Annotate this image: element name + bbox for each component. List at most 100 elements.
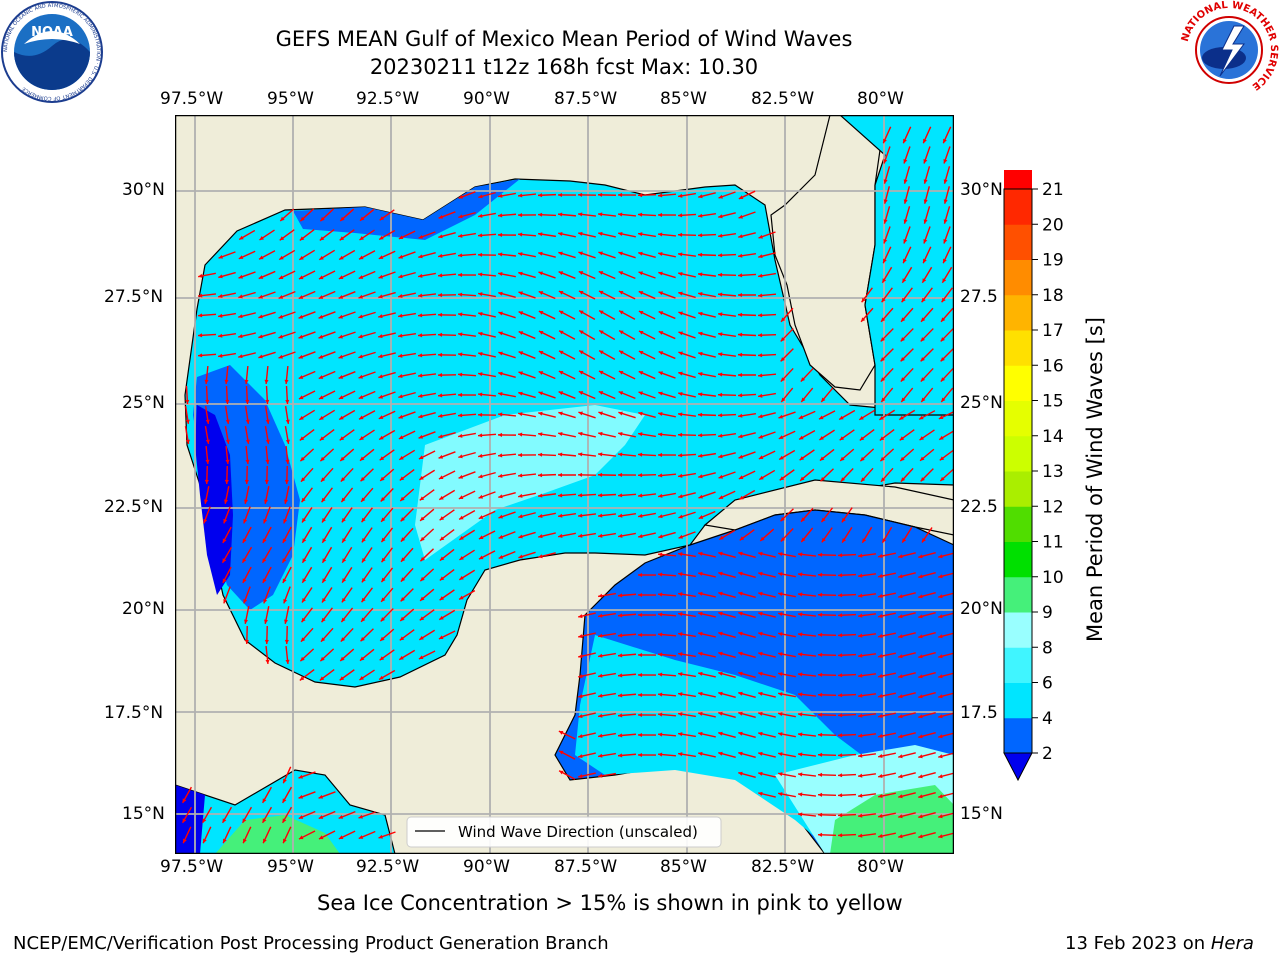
wind-arrow [457, 272, 477, 277]
wind-arrow [677, 453, 697, 458]
wind-arrow [321, 507, 333, 523]
legend-label: Wind Wave Direction (unscaled) [458, 823, 698, 841]
wind-arrow [339, 229, 355, 241]
wind-arrow [857, 573, 877, 578]
wind-arrow [657, 652, 677, 657]
wind-arrow [939, 468, 954, 482]
wind-arrow [457, 372, 477, 377]
wind-arrow [943, 146, 951, 164]
wind-arrow [758, 611, 776, 618]
wind-arrow [940, 307, 954, 323]
wind-arrow [517, 452, 537, 458]
wind-arrow [800, 387, 814, 403]
wind-arrow [758, 711, 776, 718]
wind-arrow [301, 546, 313, 564]
wind-wave-direction-arrows [181, 126, 954, 844]
wind-arrow [380, 608, 394, 622]
wind-arrow [637, 752, 657, 758]
wind-arrow [338, 409, 356, 421]
wind-arrow [738, 751, 756, 758]
wind-arrow [259, 229, 275, 241]
wind-arrow [780, 348, 794, 362]
wind-arrow [498, 550, 516, 560]
wind-arrow [204, 365, 209, 385]
wind-arrow [478, 311, 496, 318]
wind-arrow [860, 307, 874, 323]
wind-arrow [300, 467, 314, 483]
wind-arrow [657, 572, 677, 577]
wind-arrow [318, 390, 336, 400]
wind-arrow [678, 492, 696, 499]
wind-arrow [597, 192, 617, 197]
wind-arrow [245, 445, 250, 465]
wind-arrow [923, 186, 931, 204]
wind-arrow [598, 532, 616, 538]
wind-arrow [361, 587, 373, 603]
wind-arrow [378, 352, 396, 359]
wind-arrow [538, 512, 556, 518]
wind-arrow [637, 452, 657, 457]
wind-arrow [379, 449, 395, 461]
wind-arrow [298, 791, 316, 799]
colorbar-tick-label: 12 [1042, 497, 1064, 517]
wind-arrow [758, 392, 776, 398]
wind-arrow [900, 467, 914, 483]
wind-arrow [882, 246, 892, 264]
wind-arrow [717, 392, 737, 397]
wind-arrow [204, 426, 210, 444]
wind-arrow [837, 673, 857, 678]
wind-arrow [921, 527, 933, 543]
wind-arrow [437, 293, 457, 298]
wind-arrow [437, 352, 457, 357]
wind-arrow [557, 192, 577, 198]
wind-arrow [718, 490, 736, 500]
wind-arrow [837, 553, 857, 558]
wind-arrow [321, 546, 333, 564]
wind-arrow [478, 491, 496, 499]
wind-arrow [677, 213, 697, 218]
wind-arrow [578, 612, 596, 619]
wind-arrow [817, 812, 837, 817]
wind-arrow [360, 628, 374, 642]
lon-tick-bottom: 85°W [660, 857, 707, 877]
wind-arrow [258, 250, 276, 260]
wind-arrow [298, 311, 316, 319]
colorbar-tick-label: 8 [1042, 638, 1053, 658]
wind-arrow [618, 411, 636, 419]
wind-arrow [518, 391, 536, 399]
wind-arrow [497, 252, 517, 257]
wind-arrow [437, 273, 457, 278]
wind-arrow [878, 752, 896, 758]
colorbar-tick-label: 20 [1042, 215, 1064, 235]
wind-arrow [318, 791, 336, 799]
wind-arrow [598, 652, 616, 658]
wind-arrow [398, 312, 416, 318]
wind-arrow [637, 712, 657, 718]
wind-arrow [319, 229, 335, 241]
wind-arrow [558, 370, 576, 380]
wind-arrow [617, 653, 637, 658]
wind-arrow [797, 672, 817, 677]
wind-arrow [339, 448, 355, 462]
wind-arrow [598, 431, 616, 438]
wind-arrow [283, 586, 291, 604]
wind-arrow [898, 672, 916, 679]
wind-arrow [857, 793, 877, 798]
wind-arrow [198, 272, 216, 278]
wind-arrow [820, 507, 834, 523]
wind-arrow [419, 508, 435, 522]
wind-arrow [419, 588, 435, 602]
wind-arrow [940, 328, 954, 342]
wind-arrow [439, 569, 455, 581]
wind-arrow [920, 348, 934, 362]
wind-arrow [338, 311, 356, 319]
wind-arrow [657, 692, 677, 697]
wind-arrow [718, 631, 736, 638]
wind-arrow [338, 270, 356, 280]
wind-arrow [578, 370, 596, 380]
wind-arrow [800, 527, 814, 543]
wind-arrow [398, 352, 416, 358]
wind-arrow [657, 612, 677, 617]
wind-arrow [264, 486, 270, 504]
wind-arrow [778, 712, 796, 718]
